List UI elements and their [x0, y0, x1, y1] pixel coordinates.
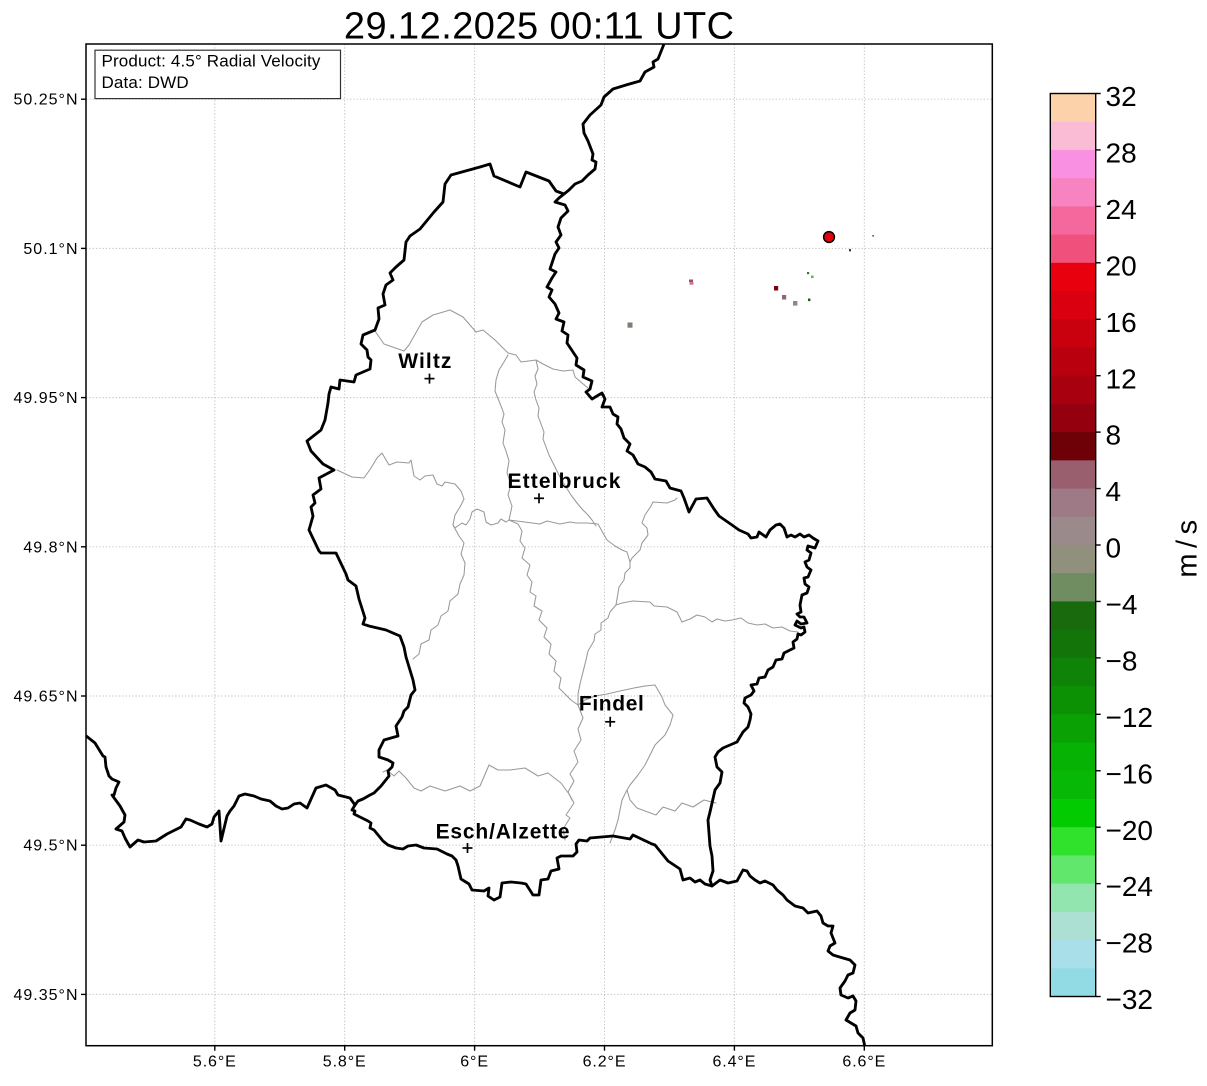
- svg-text:5.8°E: 5.8°E: [323, 1054, 367, 1071]
- svg-text:Wiltz: Wiltz: [398, 350, 452, 373]
- svg-text:Product: 4.5° Radial Velocity: Product: 4.5° Radial Velocity: [102, 51, 321, 70]
- svg-text:4: 4: [1106, 476, 1122, 507]
- svg-text:Esch/Alzette: Esch/Alzette: [436, 821, 571, 844]
- svg-text:6°E: 6°E: [460, 1054, 489, 1071]
- svg-text:50.25°N: 50.25°N: [14, 92, 79, 109]
- svg-text:−16: −16: [1106, 758, 1154, 789]
- svg-text:m/s: m/s: [1172, 514, 1204, 577]
- svg-text:0: 0: [1106, 533, 1122, 564]
- svg-text:6.2°E: 6.2°E: [583, 1054, 627, 1071]
- svg-text:8: 8: [1106, 420, 1122, 451]
- svg-text:−4: −4: [1106, 589, 1138, 620]
- svg-text:Data: DWD: Data: DWD: [102, 73, 189, 92]
- svg-text:12: 12: [1106, 363, 1137, 394]
- svg-text:49.65°N: 49.65°N: [14, 689, 79, 706]
- svg-text:−8: −8: [1106, 646, 1138, 677]
- svg-text:16: 16: [1106, 307, 1137, 338]
- svg-text:49.35°N: 49.35°N: [14, 987, 79, 1004]
- svg-text:−20: −20: [1106, 815, 1154, 846]
- svg-text:50.1°N: 50.1°N: [23, 241, 78, 258]
- svg-text:6.6°E: 6.6°E: [842, 1054, 886, 1071]
- svg-text:29.12.2025 00:11 UTC: 29.12.2025 00:11 UTC: [344, 5, 735, 47]
- svg-text:32: 32: [1106, 81, 1137, 112]
- svg-text:−32: −32: [1106, 984, 1154, 1015]
- svg-text:Ettelbruck: Ettelbruck: [507, 470, 621, 493]
- svg-text:49.5°N: 49.5°N: [23, 838, 78, 855]
- svg-text:20: 20: [1106, 250, 1137, 281]
- svg-text:49.95°N: 49.95°N: [14, 390, 79, 407]
- svg-text:−28: −28: [1106, 928, 1154, 959]
- svg-text:−12: −12: [1106, 702, 1154, 733]
- svg-text:−24: −24: [1106, 871, 1154, 902]
- svg-text:5.6°E: 5.6°E: [193, 1054, 237, 1071]
- svg-text:49.8°N: 49.8°N: [23, 539, 78, 556]
- svg-text:Findel: Findel: [579, 693, 645, 716]
- svg-text:28: 28: [1106, 138, 1137, 169]
- svg-text:24: 24: [1106, 194, 1137, 225]
- svg-text:6.4°E: 6.4°E: [712, 1054, 756, 1071]
